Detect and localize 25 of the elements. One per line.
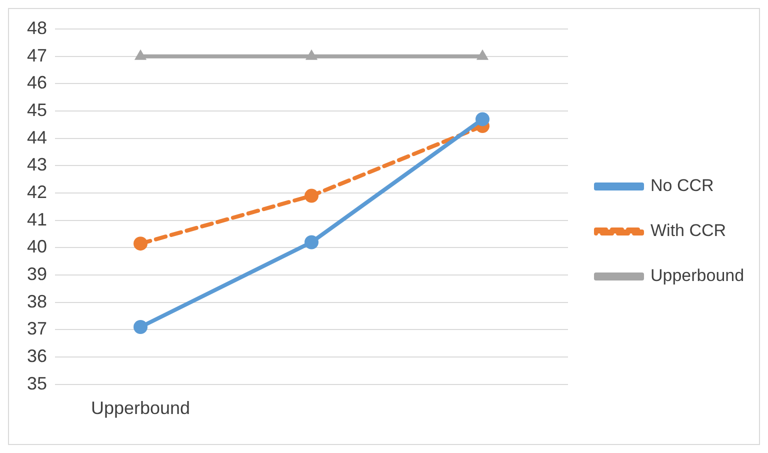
point	[305, 49, 318, 60]
point	[134, 49, 147, 60]
legend-label: Upperbound	[650, 266, 744, 286]
legend-label: No CCR	[650, 176, 714, 196]
y-tick-label: 42	[26, 182, 48, 202]
y-tick-label: 37	[26, 318, 48, 339]
point	[304, 235, 319, 250]
y-tick-label: 46	[26, 72, 48, 93]
y-tick-label: 47	[26, 45, 48, 66]
y-tick-label: 35	[26, 373, 48, 394]
point	[304, 188, 319, 203]
y-tick-label: 48	[26, 18, 48, 38]
y-tick-label: 36	[26, 346, 48, 366]
y-tick-label: 40	[26, 236, 48, 257]
legend-label: With CCR	[650, 221, 726, 240]
y-tick-label: 39	[26, 264, 48, 284]
point	[134, 236, 148, 251]
y-tick-label: 38	[26, 291, 48, 312]
point	[476, 49, 489, 60]
point	[134, 320, 148, 334]
y-tick-label: 43	[26, 154, 48, 175]
point	[476, 112, 490, 126]
y-tick-label: 45	[26, 100, 48, 120]
y-tick-label: 44	[26, 127, 48, 148]
y-tick-label: 41	[26, 209, 48, 230]
